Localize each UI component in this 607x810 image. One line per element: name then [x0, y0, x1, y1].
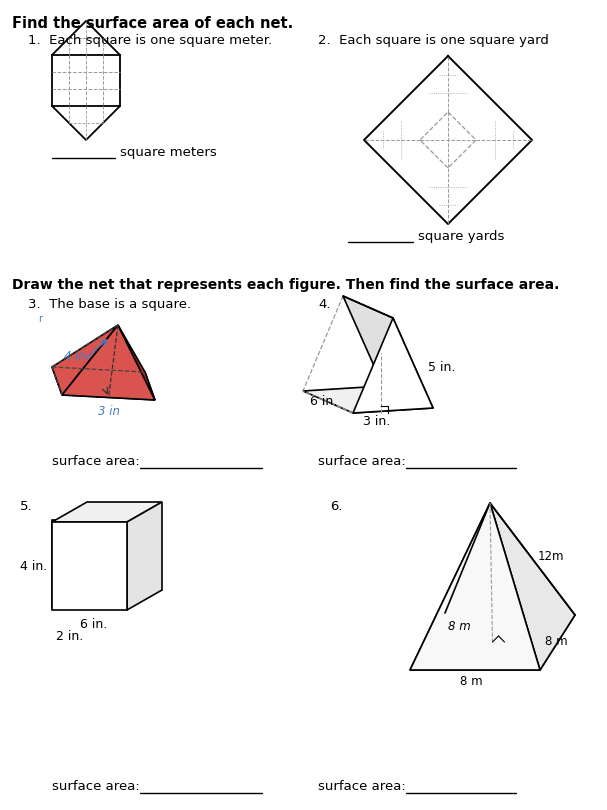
Text: surface area:: surface area:	[318, 455, 405, 468]
Text: 6 in.: 6 in.	[80, 618, 107, 631]
Polygon shape	[353, 318, 433, 413]
Text: 5 in.: 5 in.	[428, 361, 455, 374]
Text: 12m: 12m	[538, 550, 565, 563]
Polygon shape	[62, 325, 155, 400]
Polygon shape	[52, 325, 118, 395]
Text: 1.  Each square is one square meter.: 1. Each square is one square meter.	[28, 34, 272, 47]
Polygon shape	[343, 296, 433, 408]
Polygon shape	[52, 522, 127, 610]
Text: 8 m: 8 m	[448, 620, 471, 633]
Text: 6 in.: 6 in.	[310, 395, 337, 408]
Text: 4 in: 4 in	[64, 350, 86, 363]
Polygon shape	[410, 503, 490, 670]
Text: square yards: square yards	[418, 230, 504, 243]
Polygon shape	[52, 520, 127, 608]
Text: 2 in.: 2 in.	[56, 630, 83, 643]
Polygon shape	[52, 367, 155, 400]
Text: surface area:: surface area:	[52, 780, 140, 793]
Text: Find the surface area of each net.: Find the surface area of each net.	[12, 16, 293, 31]
Polygon shape	[490, 503, 575, 670]
Polygon shape	[127, 502, 162, 610]
Text: 2.  Each square is one square yard: 2. Each square is one square yard	[318, 34, 549, 47]
Text: 3 in.: 3 in.	[363, 415, 390, 428]
Text: 5.: 5.	[20, 500, 33, 513]
Text: 8 m: 8 m	[460, 675, 483, 688]
Text: 8 m: 8 m	[545, 635, 568, 648]
Text: 4.: 4.	[318, 298, 330, 311]
Polygon shape	[410, 503, 540, 670]
Text: 6.: 6.	[330, 500, 342, 513]
Text: surface area:: surface area:	[52, 455, 140, 468]
Text: surface area:: surface area:	[318, 780, 405, 793]
Text: square meters: square meters	[120, 146, 217, 159]
Polygon shape	[118, 325, 155, 400]
Polygon shape	[52, 502, 162, 522]
Text: 3.  The base is a square.: 3. The base is a square.	[28, 298, 191, 311]
Polygon shape	[303, 386, 433, 413]
Text: 4 in.: 4 in.	[20, 560, 47, 573]
Text: r: r	[38, 314, 42, 324]
Text: 3 in: 3 in	[98, 405, 120, 418]
Text: Draw the net that represents each figure. Then find the surface area.: Draw the net that represents each figure…	[12, 278, 560, 292]
